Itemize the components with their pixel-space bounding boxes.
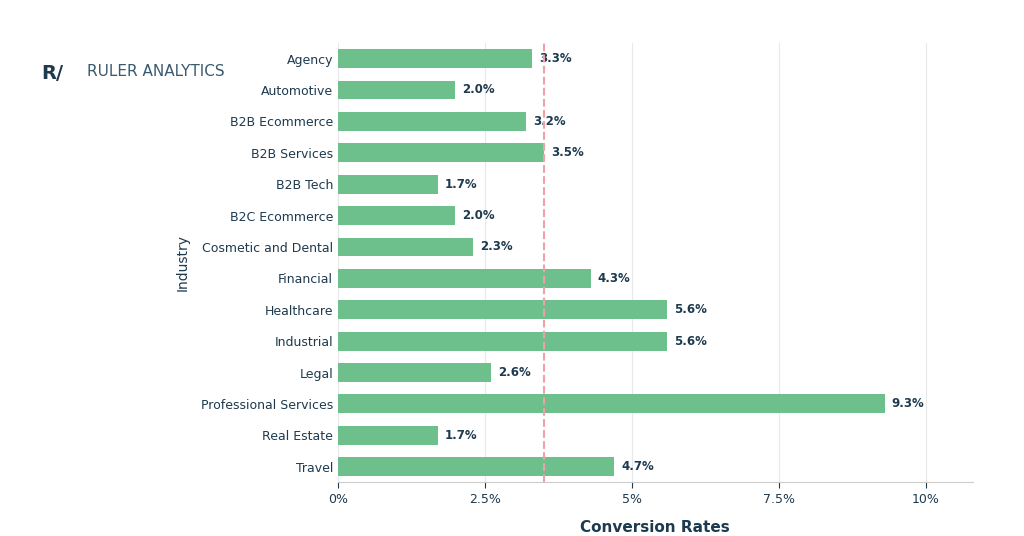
Text: 1.7%: 1.7% <box>444 177 477 191</box>
Bar <box>338 394 885 413</box>
X-axis label: Conversion Rates: Conversion Rates <box>581 520 730 535</box>
Text: 4.7%: 4.7% <box>622 460 654 473</box>
Text: 5.6%: 5.6% <box>674 334 707 348</box>
Text: R/: R/ <box>41 64 63 83</box>
Y-axis label: Industry: Industry <box>176 234 189 291</box>
Text: 3.3%: 3.3% <box>539 52 571 65</box>
Bar <box>338 269 591 288</box>
Bar <box>338 143 544 162</box>
Text: 1.7%: 1.7% <box>444 429 477 442</box>
Text: 2.0%: 2.0% <box>463 209 496 222</box>
Bar <box>338 112 526 131</box>
Bar <box>338 426 438 445</box>
Bar <box>338 175 438 193</box>
Text: 3.2%: 3.2% <box>534 115 565 128</box>
Text: 2.0%: 2.0% <box>463 84 496 96</box>
Bar <box>338 206 456 225</box>
Bar <box>338 363 490 382</box>
Bar <box>338 80 456 99</box>
Bar <box>338 457 614 476</box>
Bar <box>338 237 473 256</box>
Text: 3.5%: 3.5% <box>551 146 584 159</box>
Text: 2.6%: 2.6% <box>498 366 530 379</box>
Text: 5.6%: 5.6% <box>674 303 707 316</box>
Text: 9.3%: 9.3% <box>892 397 925 411</box>
Bar <box>338 49 531 68</box>
Text: RULER ANALYTICS: RULER ANALYTICS <box>87 64 224 79</box>
Bar <box>338 332 667 351</box>
Text: 2.3%: 2.3% <box>480 241 513 254</box>
Bar <box>338 300 667 319</box>
Text: 4.3%: 4.3% <box>598 272 631 285</box>
